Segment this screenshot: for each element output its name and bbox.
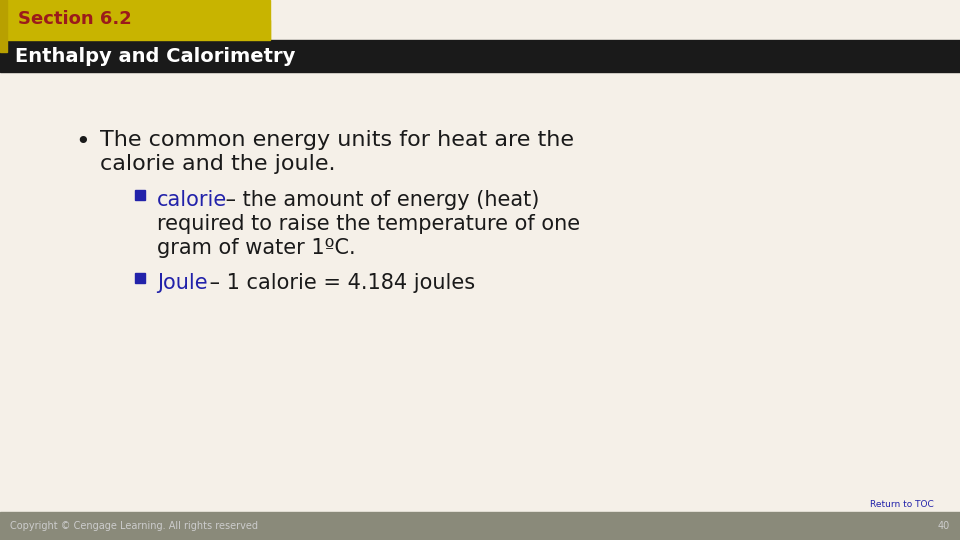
Text: Copyright © Cengage Learning. All rights reserved: Copyright © Cengage Learning. All rights… xyxy=(10,521,258,531)
Bar xyxy=(0,0,270,40)
Bar xyxy=(0,20,270,40)
Text: The common energy units for heat are the: The common energy units for heat are the xyxy=(100,130,574,150)
Text: gram of water 1ºC.: gram of water 1ºC. xyxy=(157,238,355,258)
Text: calorie: calorie xyxy=(157,190,228,210)
Text: – the amount of energy (heat): – the amount of energy (heat) xyxy=(219,190,540,210)
Bar xyxy=(0,0,7,52)
Text: – 1 calorie = 4.184 joules: – 1 calorie = 4.184 joules xyxy=(203,273,475,293)
Text: 40: 40 xyxy=(938,521,950,531)
Text: Section 6.2: Section 6.2 xyxy=(18,10,132,28)
Bar xyxy=(135,190,145,200)
Bar xyxy=(0,40,960,72)
Text: calorie and the joule.: calorie and the joule. xyxy=(100,154,335,174)
Bar xyxy=(135,273,145,283)
Text: •: • xyxy=(75,130,89,154)
Text: Enthalpy and Calorimetry: Enthalpy and Calorimetry xyxy=(15,46,296,65)
Text: required to raise the temperature of one: required to raise the temperature of one xyxy=(157,214,580,234)
FancyBboxPatch shape xyxy=(0,0,270,40)
Text: Return to TOC: Return to TOC xyxy=(870,500,934,509)
Bar xyxy=(0,512,960,540)
Text: Joule: Joule xyxy=(157,273,207,293)
